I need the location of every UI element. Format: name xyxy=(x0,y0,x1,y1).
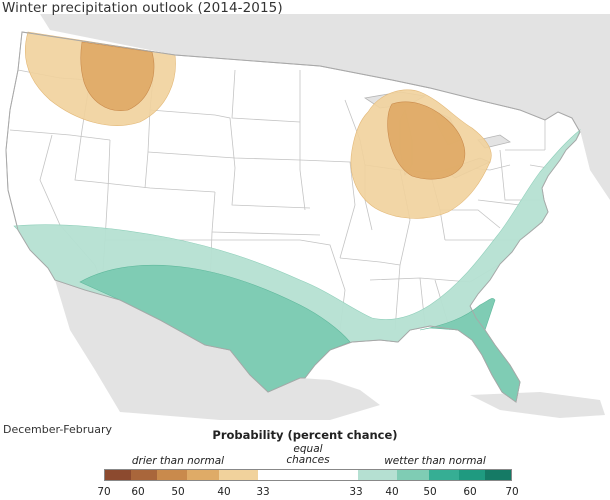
canada-land xyxy=(0,14,610,200)
mexico-land xyxy=(55,280,380,420)
legend-tick-label: 60 xyxy=(463,486,477,498)
legend-title: Probability (percent chance) xyxy=(212,428,398,442)
legend-swatch xyxy=(429,470,459,480)
legend-tick-label: 40 xyxy=(385,486,399,498)
legend-swatch xyxy=(131,470,158,480)
legend-tick-label: 40 xyxy=(217,486,231,498)
legend-swatch xyxy=(105,470,132,480)
legend-tick-label: 70 xyxy=(505,486,519,498)
legend-wetter-label: wetter than normal xyxy=(384,455,486,467)
legend-tick-label: 50 xyxy=(423,486,437,498)
legend-tick-label: 33 xyxy=(349,486,363,498)
legend-color-bar xyxy=(104,469,512,481)
legend-tick-label: 70 xyxy=(97,486,111,498)
legend-tick-label: 60 xyxy=(131,486,145,498)
legend-drier-label: drier than normal xyxy=(131,455,225,467)
legend-equal-label-2: chances xyxy=(286,454,330,466)
legend-swatch xyxy=(397,470,430,480)
legend-tick-label: 50 xyxy=(171,486,185,498)
legend-swatch xyxy=(484,470,511,480)
dry-region-northwest-inner xyxy=(80,41,155,111)
legend-swatch xyxy=(458,470,485,480)
legend-swatch xyxy=(186,470,219,480)
cuba-bahamas-land xyxy=(470,392,605,418)
legend-equal-label-1: equal xyxy=(293,443,323,455)
legend-swatch xyxy=(257,470,308,480)
legend-swatch xyxy=(358,470,398,480)
legend-swatch xyxy=(157,470,187,480)
season-label: December-February xyxy=(3,423,113,436)
legend-swatch xyxy=(218,470,258,480)
legend-swatch xyxy=(308,470,359,480)
dry-region-greatlakes-inner xyxy=(387,101,466,180)
legend-tick-label: 33 xyxy=(256,486,270,498)
us-outline xyxy=(5,31,581,403)
map-title: Winter precipitation outlook (2014-2015) xyxy=(2,0,283,16)
